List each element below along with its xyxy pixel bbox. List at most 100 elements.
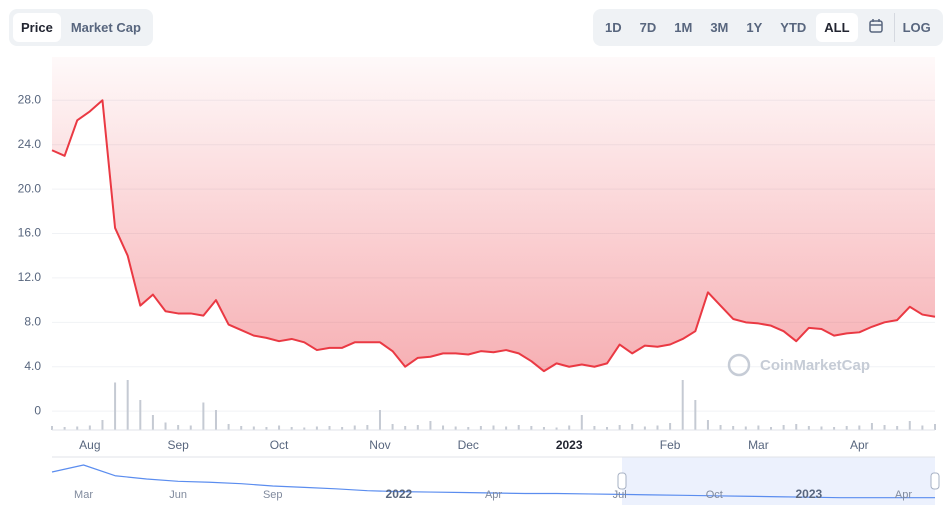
volume-bar [114,382,117,430]
volume-bar [744,426,747,430]
area [52,57,935,372]
x-tick-label: Sep [167,438,189,452]
y-tick-label: 16.0 [18,226,42,240]
range-button[interactable]: YTD [780,20,807,35]
range-button[interactable]: 1D [605,20,622,35]
volume-bar [820,426,823,430]
volume-bar [580,415,583,430]
volume-bar [568,425,571,430]
volume-bar [542,427,545,430]
x-tick-label: Aug [79,438,100,452]
navigator-label: Mar [74,489,93,501]
range-button[interactable]: 1Y [746,20,763,35]
price-line [51,464,935,499]
volume-bar [303,427,306,430]
volume-bar [770,427,773,430]
volume-bar [214,410,217,430]
volume-bar [341,427,344,430]
volume-bar [934,424,936,430]
volume-bar [126,380,129,430]
navigator-label: 2023 [796,487,823,501]
volume-bar [694,400,697,430]
navigator-label: Jul [613,489,627,501]
volume-bar [442,425,445,430]
range-group: 1D 7D 1M 3M 1Y YTD ALL LOG [593,9,943,46]
navigator-handle [617,472,627,490]
volume-bar [76,426,79,430]
volume-bar [530,426,533,430]
navigator-label: Sep [263,489,283,501]
range-button[interactable]: 1M [674,20,693,35]
volume-bar [706,420,709,430]
volume-bar [795,424,798,430]
y-tick-label: 28.0 [18,92,42,106]
log-button[interactable]: LOG [893,13,939,42]
volume-bar [782,425,785,430]
volume-bar [404,426,407,430]
volume-bar [908,421,911,430]
range-button[interactable]: 7D [639,20,657,35]
volume-bar [139,400,142,430]
y-tick-label: 4.0 [24,359,41,373]
navigator-label: Apr [485,489,502,501]
tab[interactable]: Market Cap [70,20,141,35]
volume-bar [631,424,634,430]
volume-bar [252,426,255,430]
volume-bar [227,424,230,430]
volume-bar [479,426,482,430]
volume-bar [378,410,381,430]
volume-bar [290,427,293,430]
volume-bar [870,423,873,430]
y-tick-label: 8.0 [24,314,41,328]
volume-bar [883,425,886,430]
volume-bar [63,427,66,430]
price-line [51,99,936,373]
volume-bar [101,420,104,430]
volume-bar [858,425,861,430]
volume-bar [492,425,495,430]
volume-bar [88,425,91,430]
range-button[interactable]: 3M [710,20,729,35]
volume-bar [429,421,432,430]
volume-bar [643,426,646,430]
volume-bar [189,425,192,430]
volume-bar [315,426,318,430]
volume-bar [845,426,848,430]
volume-bar [896,426,899,430]
volume-bar [732,426,735,430]
navigator-label: Apr [895,489,912,501]
x-tick-label: 2023 [556,438,583,452]
y-tick-label: 20.0 [18,181,42,195]
watermark-logo [727,353,751,377]
watermark: CoinMarketCap [760,357,870,374]
volume-bar [177,425,180,430]
volume-bar [265,427,268,430]
volume-bar [505,426,508,430]
volume-bar [328,426,331,430]
volume-bar [202,402,205,430]
volume-bar [921,425,924,430]
volume-bar [151,415,154,430]
calendar-icon [868,19,883,33]
volume-bar [416,425,419,430]
volume-bar [517,425,520,430]
volume-bar [467,427,470,430]
navigator-handle [930,472,940,490]
volume-bar [240,426,243,430]
volume-bar [593,426,596,430]
volume-bar [606,427,609,430]
volume-bar [366,425,369,430]
x-tick-label: Dec [458,438,479,452]
x-tick-label: Apr [850,438,869,452]
navigator-label: Jun [169,489,187,501]
y-tick-label: 24.0 [18,137,42,151]
volume-bar [555,427,558,430]
range-button[interactable]: ALL [816,13,858,42]
volume-bar [164,422,167,430]
volume-bar [454,426,457,430]
calendar-button[interactable] [860,13,892,42]
volume-bar [353,425,356,430]
tab[interactable]: Price [13,13,61,42]
